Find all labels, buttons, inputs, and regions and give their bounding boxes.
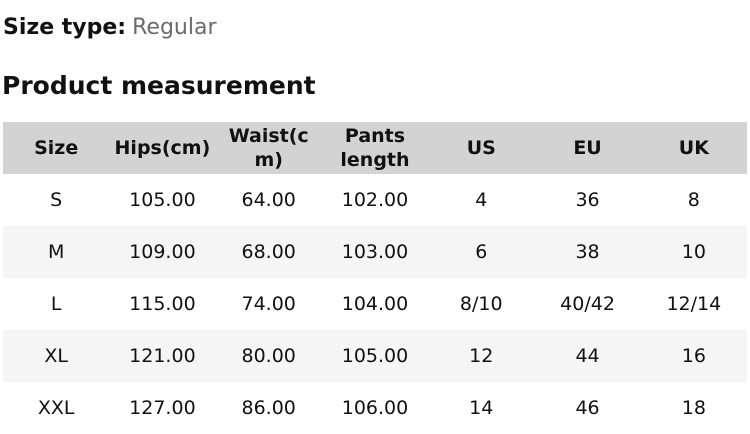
table-cell: 121.00 [109, 330, 216, 382]
size-type-value: Regular [132, 15, 217, 40]
size-type-label: Size type: [3, 15, 127, 40]
product-measurement-title: Product measurement [2, 71, 316, 100]
table-row-size-xxl: XXL 127.00 86.00 106.00 14 46 18 [3, 382, 747, 434]
column-header-hips-cm: Hips(cm) [109, 122, 216, 174]
table-cell: 12 [428, 330, 535, 382]
table-cell: 105.00 [109, 174, 216, 226]
table-cell: 6 [428, 226, 535, 278]
table-cell: 10 [640, 226, 747, 278]
column-header-pants-length: Pants length [321, 122, 429, 174]
table-cell: L [3, 278, 110, 330]
column-header-waist-c-m: Waist(c m) [215, 122, 322, 174]
table-cell: 127.00 [109, 382, 216, 434]
table-row-size-xl: XL 121.00 80.00 105.00 12 44 16 [3, 330, 747, 382]
table-cell: 109.00 [109, 226, 216, 278]
table-cell: 40/42 [534, 278, 641, 330]
product-measurement-table: Size Hips(cm) Waist(c m) Pants length US EU UK… [3, 122, 747, 434]
table-cell: 8 [640, 174, 747, 226]
table-cell: M [3, 226, 110, 278]
table-cell: S [3, 174, 110, 226]
column-header-eu: EU [534, 122, 641, 174]
table-cell: 16 [640, 330, 747, 382]
table-cell: 105.00 [321, 330, 429, 382]
table-cell: 80.00 [215, 330, 322, 382]
table-cell: 64.00 [215, 174, 322, 226]
column-header-uk: UK [640, 122, 747, 174]
table-cell: 18 [640, 382, 747, 434]
table-cell: XXL [3, 382, 110, 434]
size-type-line: Size type: Regular [3, 13, 750, 43]
header-row: Size Hips(cm) Waist(c m) Pants length US EU UK [3, 122, 747, 174]
table-cell: 104.00 [321, 278, 429, 330]
table-cell: 14 [428, 382, 535, 434]
table-row-size-m: M 109.00 68.00 103.00 6 38 10 [3, 226, 747, 278]
table-cell: 38 [534, 226, 641, 278]
table-row-size-s: S 105.00 64.00 102.00 4 36 8 [3, 174, 747, 226]
measurement-table-header: Size Hips(cm) Waist(c m) Pants length US EU UK [3, 122, 747, 174]
table-cell: 4 [428, 174, 535, 226]
measurement-table-body: S 105.00 64.00 102.00 4 36 8 M 109.00 68.00 103.00… [3, 174, 747, 434]
table-cell: 106.00 [321, 382, 429, 434]
table-cell: 36 [534, 174, 641, 226]
column-header-us: US [428, 122, 535, 174]
table-cell: 46 [534, 382, 641, 434]
table-cell: 12/14 [640, 278, 747, 330]
table-cell: 86.00 [215, 382, 322, 434]
table-cell: 8/10 [428, 278, 535, 330]
table-cell: 44 [534, 330, 641, 382]
table-row-size-l: L 115.00 74.00 104.00 8/10 40/42 12/14 [3, 278, 747, 330]
table-cell: 102.00 [321, 174, 429, 226]
column-header-size: Size [3, 122, 110, 174]
table-cell: 74.00 [215, 278, 322, 330]
table-cell: 68.00 [215, 226, 322, 278]
table-cell: 115.00 [109, 278, 216, 330]
table-cell: XL [3, 330, 110, 382]
table-cell: 103.00 [321, 226, 429, 278]
